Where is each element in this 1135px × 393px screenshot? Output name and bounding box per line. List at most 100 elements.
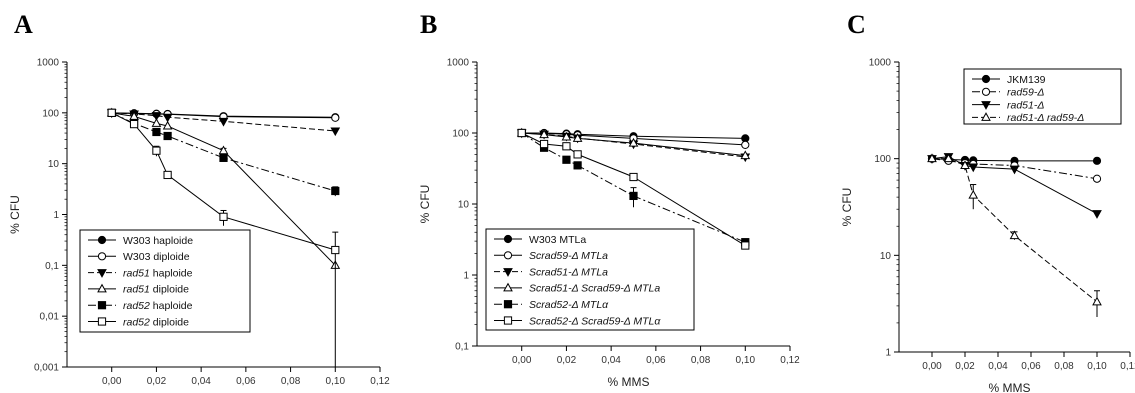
x-tick-label: 0,02 [147,376,167,387]
legend-label: W303 haploide [123,235,193,247]
y-tick-label: 10 [458,200,470,211]
data-point [1092,156,1102,165]
legend-label: JKM139 [1007,74,1046,86]
series-6 [107,108,340,367]
data-point [517,128,526,138]
data-point [573,150,582,159]
data-point [1009,165,1020,175]
y-axis-label: % CFU [418,185,432,224]
x-tick-label: 0,00 [102,376,122,387]
x-tick-label: 0,10 [1087,361,1107,372]
series-line [932,158,1098,303]
x-tick-label: 0,04 [988,361,1008,372]
legend-label: Scrad52-Δ MTLα [529,299,609,311]
legend-marker [97,301,107,310]
x-tick-label: 0,06 [236,376,256,387]
y-axis-label: % CFU [8,195,22,234]
data-point [151,112,162,121]
data-point [943,153,954,163]
data-point [573,161,582,170]
x-tick-label: 0,12 [780,355,800,366]
legend-entry: rad51 haploide [88,267,193,279]
legend-box [963,68,1122,125]
legend-label: W303 diploide [123,251,190,263]
legend-label-italic: Scrad59-Δ MTLa [529,250,608,262]
legend-entry: Scrad52-Δ MTLα [494,299,609,311]
legend-label: Scrad59-Δ MTLa [529,250,608,262]
data-point [539,139,549,149]
legend-label: rad51-Δ [1007,99,1044,111]
data-point [107,108,116,117]
data-point [219,153,228,162]
legend-entry: rad52 diploide [88,316,189,328]
plot-b: 0,1 1 10 100 1000 0,00 0,02 0,04 0,06 0,08 0,10 0,1… [418,58,800,390]
legend-entry: W303 diploide [88,251,190,263]
series-line [111,112,336,251]
y-tick-label: 100 [452,129,469,140]
series-4 [927,153,1102,318]
x-tick-label: 0,08 [691,355,711,366]
y-tick-label: 100 [874,154,891,165]
legend-label-italic: rad52 [123,316,150,328]
y-tick-label: 0,01 [40,312,60,323]
legend-entry: rad52 haploide [88,300,193,312]
x-tick-label: 0,04 [191,376,211,387]
data-point [162,120,173,130]
legend-label-italic: Scrad52-Δ MTLα [529,299,609,311]
series-5 [107,108,340,197]
data-point [740,150,751,160]
x-tick-label: 0,12 [370,376,390,387]
legend-label-rest: W303 diploide [123,251,190,263]
y-tick-label: 1 [463,271,469,282]
data-point [1009,230,1020,240]
legend-label: rad51-Δ rad59-Δ [1007,112,1084,124]
data-point [561,131,572,141]
panel-a: A 0,001 0,01 0,1 1 10 100 1000 0,00 0,02 0,04 0,06… [8,10,390,387]
legend-box [485,228,695,331]
legend-label-italic: rad51-Δ [1007,99,1044,111]
legend-box [79,229,251,333]
legend-label-italic: rad59-Δ [1007,87,1044,99]
legend-entry: Scrad59-Δ MTLa [494,250,608,262]
legend-label: rad51 haploide [123,267,193,279]
data-point [572,133,583,142]
panel-letter-b: B [420,10,437,39]
legend-marker [503,268,513,277]
x-tick-label: 0,08 [1054,361,1074,372]
data-point [562,155,571,164]
legend-entry: rad59-Δ [972,87,1044,99]
legend-entry: rad51-Δ [972,99,1044,111]
legend: W303 MTLa Scrad59-Δ MTLa Scrad51-Δ MTLa Scr… [485,228,695,331]
data-point [129,120,139,129]
legend-label: Scrad51-Δ Scrad59-Δ MTLa [529,283,660,295]
data-point [741,241,750,250]
y-tick-label: 1000 [37,58,60,69]
legend-label-rest: W303 MTLa [529,234,586,246]
data-point [1092,296,1102,306]
x-tick-label: 0,02 [955,361,975,372]
data-point [331,113,340,122]
legend-marker [97,252,107,261]
y-tick-label: 1000 [869,58,892,69]
legend-marker [97,235,107,245]
data-point [968,189,979,199]
series-line [111,112,336,266]
data-point [163,131,172,141]
legend-label-italic: Scrad51-Δ Scrad59-Δ MTLa [529,283,660,295]
legend-label: W303 MTLa [529,234,586,246]
legend-marker [981,87,991,96]
x-tick-label: 0,02 [557,355,577,366]
data-point [629,172,638,182]
legend-label-rest: diploide [150,316,189,328]
data-point [162,113,173,123]
x-axis-label: % MMS [608,375,650,389]
data-point [219,212,228,221]
y-tick-label: 1000 [447,58,470,69]
y-tick-label: 1 [53,210,59,221]
legend-entry: rad51-Δ rad59-Δ [972,112,1084,124]
legend-label-rest: diploide [150,284,189,296]
data-point [331,186,340,196]
data-point [152,127,161,137]
data-point [218,145,229,155]
